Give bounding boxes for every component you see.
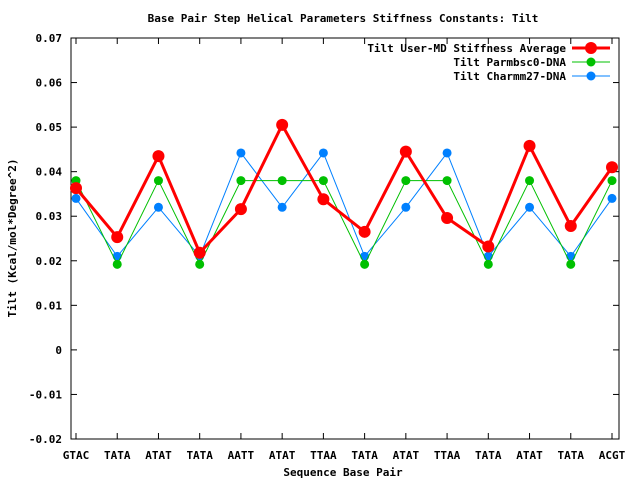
series-line-0 xyxy=(74,123,614,255)
data-point-series-1 xyxy=(442,176,452,186)
y-tick-label: -0.01 xyxy=(29,388,62,401)
x-tick-label: TATA xyxy=(186,449,213,462)
y-tick-label: 0.03 xyxy=(36,210,63,223)
x-axis-label: Sequence Base Pair xyxy=(283,466,403,479)
x-tick-label: ACGT xyxy=(599,449,626,462)
data-point-series-2 xyxy=(360,251,370,261)
data-point-series-1 xyxy=(607,176,617,186)
legend-label: Tilt Parmbsc0-DNA xyxy=(453,56,566,69)
data-point-series-1 xyxy=(360,259,370,269)
data-point-series-0 xyxy=(193,246,206,259)
legend-label: Tilt User-MD Stiffness Average xyxy=(367,42,566,55)
data-point-series-2 xyxy=(607,193,617,203)
data-point-series-1 xyxy=(236,176,246,186)
data-point-series-2 xyxy=(566,251,576,261)
x-tick-label: TATA xyxy=(558,449,585,462)
y-tick-label: 0.05 xyxy=(36,121,63,134)
data-point-series-0 xyxy=(606,161,618,174)
data-point-series-0 xyxy=(523,139,536,152)
y-tick-label: 0.07 xyxy=(36,32,63,45)
legend-marker xyxy=(586,71,596,81)
data-point-series-2 xyxy=(318,148,328,158)
x-tick-label: GTAC xyxy=(63,449,90,462)
legend-marker xyxy=(585,42,597,54)
y-tick-label: -0.02 xyxy=(29,433,62,446)
data-point-series-0 xyxy=(358,225,371,238)
data-point-series-0 xyxy=(441,212,454,225)
data-point-series-0 xyxy=(152,150,165,163)
x-tick-label: ATAT xyxy=(393,449,420,462)
y-tick-label: 0.04 xyxy=(36,166,63,179)
x-tick-label: ATAT xyxy=(269,449,296,462)
data-point-series-0 xyxy=(234,203,247,216)
data-point-series-0 xyxy=(399,145,412,158)
x-tick-label: TTAA xyxy=(434,449,461,462)
x-tick-label: TATA xyxy=(351,449,378,462)
x-tick-label: TATA xyxy=(104,449,131,462)
data-point-series-2 xyxy=(442,148,452,158)
data-point-series-1 xyxy=(112,259,122,269)
series-line-1 xyxy=(75,180,613,265)
data-point-series-2 xyxy=(153,202,163,212)
data-point-series-2 xyxy=(401,202,411,212)
data-point-series-1 xyxy=(483,259,493,269)
data-point-series-1 xyxy=(318,176,328,186)
y-tick-label: 0.02 xyxy=(36,255,63,268)
data-point-series-2 xyxy=(236,148,246,158)
y-axis-label: Tilt (Kcal/mol*Degree^2) xyxy=(6,159,19,318)
data-point-series-2 xyxy=(112,251,122,261)
data-point-series-0 xyxy=(482,240,495,253)
plot-frame xyxy=(70,37,620,440)
data-point-series-2 xyxy=(277,202,287,212)
series-layer xyxy=(70,118,618,269)
data-point-series-0 xyxy=(111,231,124,244)
x-tick-label: AATT xyxy=(228,449,255,462)
x-axis: GTAC TATA ATAT TATA AATT ATAT TTAA TATA ATAT TTAA… xyxy=(63,38,626,462)
data-point-series-1 xyxy=(566,259,576,269)
data-point-series-1 xyxy=(401,176,411,186)
data-point-series-2 xyxy=(483,251,493,261)
y-axis: -0.02 -0.01 0 0.01 0.02 0.03 0.04 0.05 0.06 0.07 xyxy=(29,32,619,446)
y-tick-label: 0.06 xyxy=(36,77,63,90)
data-point-series-2 xyxy=(71,193,81,203)
data-point-series-0 xyxy=(276,118,289,131)
data-point-series-0 xyxy=(317,193,330,206)
data-point-series-0 xyxy=(564,220,577,233)
x-tick-label: TATA xyxy=(475,449,502,462)
x-tick-label: ATAT xyxy=(145,449,172,462)
x-tick-label: ATAT xyxy=(516,449,543,462)
data-point-series-1 xyxy=(195,259,205,269)
y-tick-label: 0.01 xyxy=(36,299,63,312)
chart-title: Base Pair Step Helical Parameters Stiffn… xyxy=(148,12,539,25)
series-line-2 xyxy=(75,152,613,257)
data-point-series-1 xyxy=(153,176,163,186)
data-point-series-1 xyxy=(525,176,535,186)
data-point-series-0 xyxy=(70,182,82,195)
legend-marker xyxy=(586,57,596,67)
data-point-series-1 xyxy=(277,176,287,186)
data-point-series-2 xyxy=(525,202,535,212)
x-tick-label: TTAA xyxy=(310,449,337,462)
legend-label: Tilt Charmm27-DNA xyxy=(453,70,566,83)
y-tick-label: 0 xyxy=(55,344,62,357)
